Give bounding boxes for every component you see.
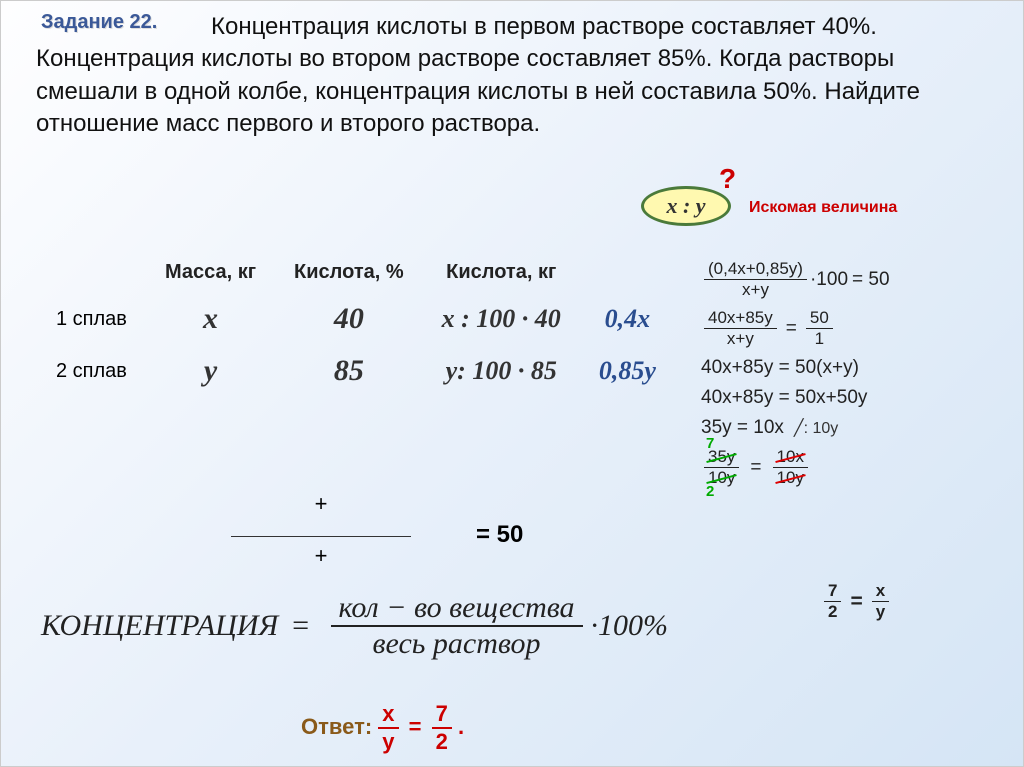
mid-fraction: + + [231, 491, 411, 569]
row2-calc: y: 100 · 85 [424, 346, 579, 396]
green-2: 2 [706, 483, 714, 500]
problem-text: Концентрация кислоты в первом растворе с… [36, 11, 988, 141]
row2-mass: y [147, 346, 274, 396]
calc-line-6: 7 35y 10y 2 = 10x 10y [701, 447, 890, 488]
row2-label: 2 сплав [38, 346, 145, 396]
hdr-mass: Масса, кг [147, 253, 274, 292]
row1-res: 0,4x [581, 294, 674, 344]
concentration-formula: КОНЦЕНТРАЦИЯ = кол − во вещества весь ра… [41, 591, 668, 661]
ratio-badge: x : y [641, 186, 731, 226]
row1-label: 1 сплав [38, 294, 145, 344]
data-table: Масса, кг Кислота, % Кислота, кг 1 сплав… [36, 251, 676, 398]
hdr-acid-pct: Кислота, % [276, 253, 422, 292]
table-row: 1 сплав x 40 x : 100 · 40 0,4x [38, 294, 674, 344]
row1-calc: x : 100 · 40 [424, 294, 579, 344]
eq-50: = 50 [476, 521, 523, 549]
sought-label: Искомая величина [749, 199, 897, 217]
answer-line: Ответ: xy = 72 . [301, 701, 464, 755]
table-row: 2 сплав y 85 y: 100 · 85 0,85y [38, 346, 674, 396]
hdr-acid-kg: Кислота, кг [424, 253, 579, 292]
row2-pct: 85 [276, 346, 422, 396]
calc-line-4: 40x+85y = 50x+50y [701, 387, 890, 409]
question-mark: ? [719, 163, 736, 195]
divide-note: ╱: 10y [794, 418, 838, 438]
result-equation: 72 = xy [821, 581, 892, 622]
calculation-column: (0,4x+0,85y)x+y ·100 = 50 40x+85yx+y = 5… [701, 259, 890, 496]
calc-line-1: (0,4x+0,85y)x+y ·100 = 50 [701, 259, 890, 300]
calc-line-3: 40x+85y = 50(x+y) [701, 357, 890, 379]
row1-pct: 40 [276, 294, 422, 344]
calc-line-2: 40x+85yx+y = 501 [701, 308, 890, 349]
row1-mass: x [147, 294, 274, 344]
row2-res: 0,85y [581, 346, 674, 396]
calc-line-5: 35y = 10x ╱: 10y [701, 417, 890, 439]
